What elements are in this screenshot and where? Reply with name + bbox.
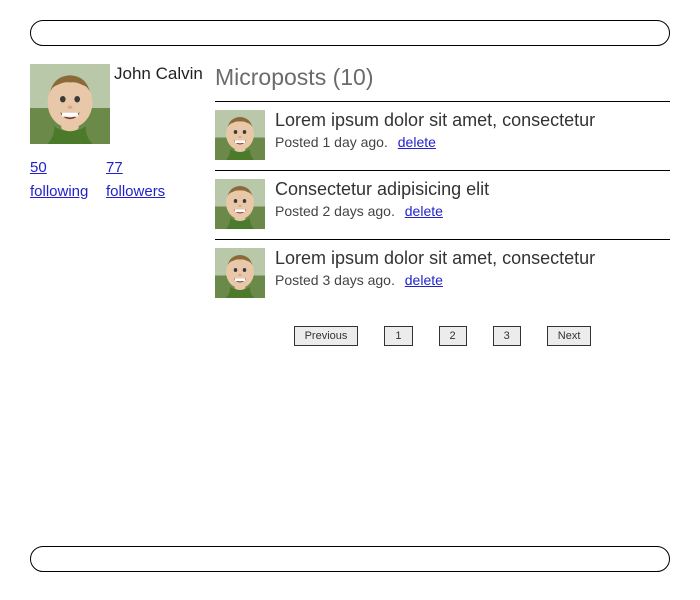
pagination-page[interactable]: 2 [439, 326, 467, 346]
main-content: Microposts (10) Lorem ipsum dolor sit am… [215, 64, 670, 346]
profile-avatar [30, 64, 110, 144]
delete-link[interactable]: delete [398, 134, 436, 150]
pagination: Previous 1 2 3 Next [215, 326, 670, 346]
post-text: Consectetur adipisicing elit [275, 179, 489, 200]
post-meta: Posted 2 days ago. delete [275, 203, 489, 219]
profile-name: John Calvin [114, 64, 203, 84]
post-timestamp: Posted 1 day ago. [275, 134, 388, 150]
pagination-previous[interactable]: Previous [294, 326, 359, 346]
delete-link[interactable]: delete [405, 203, 443, 219]
followers-count-link[interactable]: 77 [106, 156, 182, 180]
pagination-next[interactable]: Next [547, 326, 592, 346]
following-count-link[interactable]: 50 [30, 156, 106, 180]
sidebar: John Calvin 50 following 77 followers [30, 64, 215, 204]
post-avatar [215, 248, 265, 298]
delete-link[interactable]: delete [405, 272, 443, 288]
post-meta: Posted 3 days ago. delete [275, 272, 595, 288]
post-text: Lorem ipsum dolor sit amet, consectetur [275, 110, 595, 131]
feed-title: Microposts (10) [215, 64, 670, 91]
post-timestamp: Posted 3 days ago. [275, 272, 395, 288]
post-avatar [215, 110, 265, 160]
followers-label-link[interactable]: followers [106, 180, 182, 204]
post-avatar [215, 179, 265, 229]
micropost: Consectetur adipisicing elit Posted 2 da… [215, 170, 670, 239]
post-text: Lorem ipsum dolor sit amet, consectetur [275, 248, 595, 269]
post-timestamp: Posted 2 days ago. [275, 203, 395, 219]
footer-bar [30, 546, 670, 572]
pagination-page[interactable]: 1 [384, 326, 412, 346]
pagination-page[interactable]: 3 [493, 326, 521, 346]
header-bar [30, 20, 670, 46]
micropost: Lorem ipsum dolor sit amet, consectetur … [215, 239, 670, 308]
post-meta: Posted 1 day ago. delete [275, 134, 595, 150]
micropost: Lorem ipsum dolor sit amet, consectetur … [215, 101, 670, 170]
following-label-link[interactable]: following [30, 180, 106, 204]
